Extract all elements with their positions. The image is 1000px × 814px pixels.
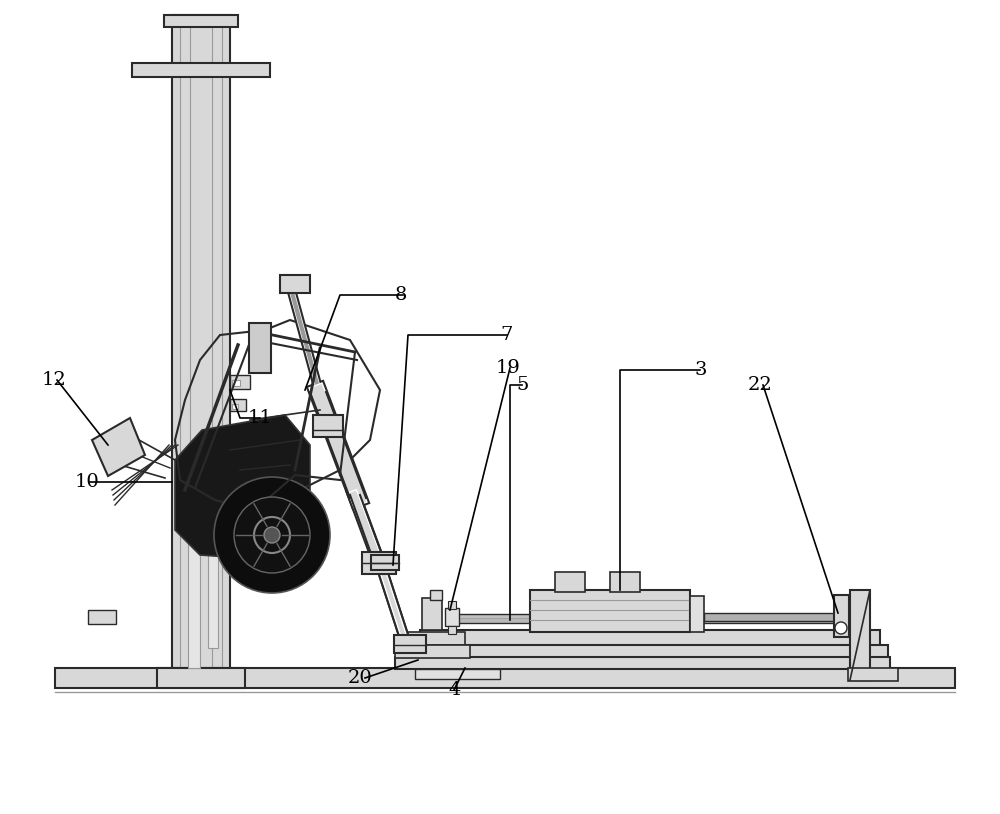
- Text: 11: 11: [248, 409, 273, 427]
- Bar: [405, 632, 465, 645]
- Bar: [415, 669, 500, 679]
- Circle shape: [234, 497, 310, 573]
- Circle shape: [214, 477, 330, 593]
- Text: 7: 7: [500, 326, 512, 344]
- Bar: [371, 555, 399, 570]
- Bar: [394, 635, 426, 653]
- Bar: [690, 596, 704, 632]
- Bar: [530, 590, 690, 632]
- Text: 12: 12: [42, 371, 67, 389]
- Bar: [249, 323, 271, 373]
- Bar: [232, 380, 240, 386]
- Bar: [448, 601, 456, 609]
- Bar: [445, 608, 459, 626]
- Polygon shape: [92, 418, 145, 476]
- Bar: [408, 645, 888, 660]
- Bar: [395, 645, 470, 658]
- Bar: [848, 668, 898, 681]
- Bar: [448, 626, 456, 634]
- Text: 10: 10: [75, 473, 100, 491]
- Bar: [704, 613, 834, 621]
- Polygon shape: [850, 590, 870, 680]
- Text: 19: 19: [496, 359, 521, 377]
- Bar: [834, 595, 849, 637]
- Text: 8: 8: [395, 286, 407, 304]
- Bar: [88, 610, 116, 624]
- Bar: [422, 598, 442, 630]
- Text: 20: 20: [348, 669, 373, 687]
- Bar: [362, 552, 396, 574]
- Bar: [430, 590, 442, 600]
- Bar: [208, 485, 218, 648]
- Polygon shape: [175, 415, 310, 560]
- Bar: [395, 657, 890, 669]
- Text: 5: 5: [516, 376, 528, 394]
- Bar: [230, 399, 246, 411]
- Bar: [188, 485, 200, 668]
- Text: 22: 22: [748, 376, 773, 394]
- Bar: [230, 375, 250, 389]
- Text: 4: 4: [448, 681, 460, 699]
- Bar: [157, 668, 245, 688]
- Bar: [456, 618, 846, 622]
- Bar: [420, 630, 880, 650]
- Bar: [313, 415, 343, 437]
- Circle shape: [835, 622, 847, 634]
- Bar: [280, 275, 310, 293]
- Bar: [172, 15, 230, 668]
- Bar: [610, 572, 640, 592]
- Bar: [132, 63, 270, 77]
- Bar: [232, 404, 238, 409]
- Bar: [55, 668, 955, 688]
- Text: 3: 3: [694, 361, 706, 379]
- Bar: [456, 614, 846, 623]
- Bar: [164, 15, 238, 27]
- Bar: [555, 572, 585, 592]
- Circle shape: [264, 527, 280, 543]
